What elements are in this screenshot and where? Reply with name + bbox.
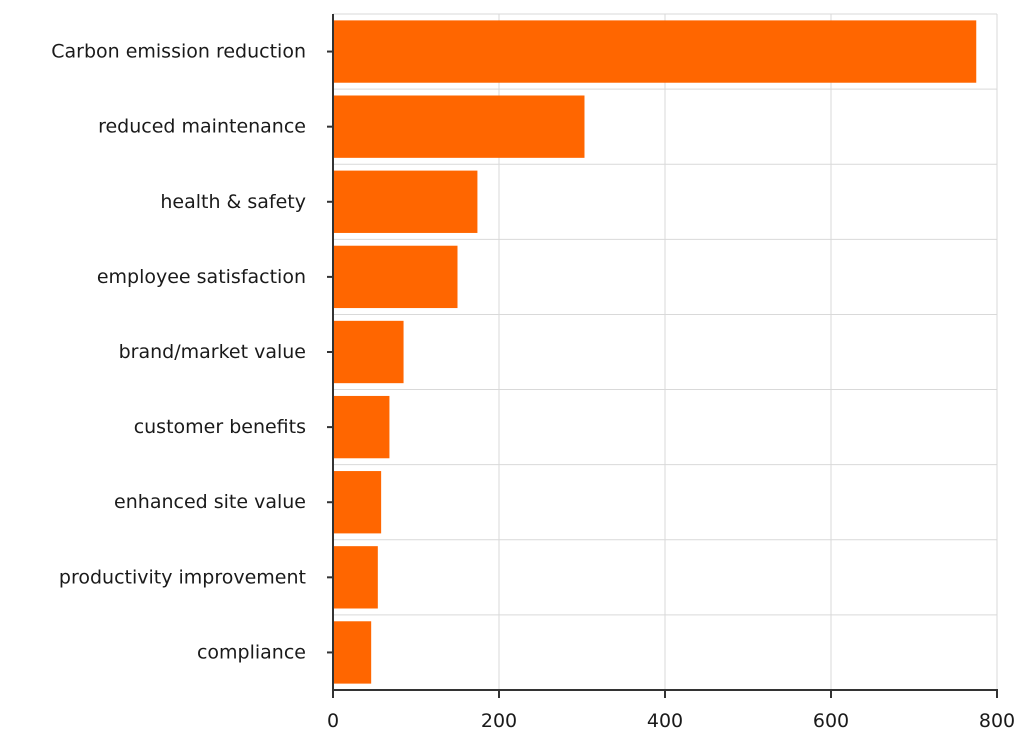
category-label-7: productivity improvement bbox=[59, 566, 306, 588]
bar-8 bbox=[333, 621, 372, 684]
bar-2 bbox=[333, 170, 478, 233]
x-tick-label-2: 400 bbox=[647, 710, 683, 732]
bar-5 bbox=[333, 395, 390, 459]
bar-1 bbox=[333, 95, 585, 158]
category-label-3: employee satisfaction bbox=[97, 266, 306, 288]
category-label-6: enhanced site value bbox=[114, 491, 306, 513]
category-label-1: reduced maintenance bbox=[98, 116, 306, 138]
bars bbox=[333, 20, 977, 684]
bar-6 bbox=[333, 471, 382, 534]
category-label-5: customer benefits bbox=[134, 416, 306, 438]
x-tick-label-3: 600 bbox=[813, 710, 849, 732]
category-labels: Carbon emission reduction reduced mainten… bbox=[51, 41, 306, 664]
x-tick-labels: 0 200 400 600 800 bbox=[327, 710, 1015, 732]
bar-7 bbox=[333, 546, 378, 609]
category-label-0: Carbon emission reduction bbox=[51, 41, 306, 63]
bar-0 bbox=[333, 20, 977, 83]
category-label-2: health & safety bbox=[160, 191, 306, 213]
category-label-4: brand/market value bbox=[119, 341, 306, 363]
x-tick-label-0: 0 bbox=[327, 710, 339, 732]
x-tick-label-1: 200 bbox=[481, 710, 517, 732]
x-tick-label-4: 800 bbox=[979, 710, 1015, 732]
category-label-8: compliance bbox=[197, 641, 306, 663]
axes bbox=[327, 14, 998, 698]
bar-3 bbox=[333, 245, 458, 309]
bar-4 bbox=[333, 320, 404, 384]
